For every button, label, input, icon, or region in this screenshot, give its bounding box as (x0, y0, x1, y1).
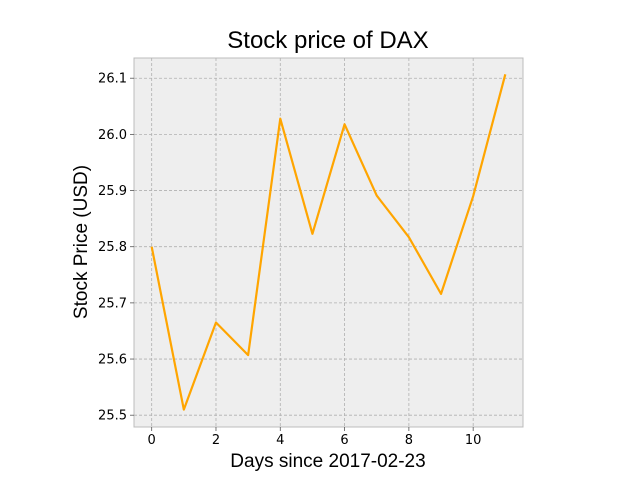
series (150, 74, 507, 411)
y-tick-label: 25.8 (98, 240, 127, 255)
y-tick-label: 25.6 (98, 353, 127, 368)
x-tick-label: 6 (340, 433, 348, 448)
x-tick-label: 0 (148, 433, 156, 448)
x-axis-label: Days since 2017-02-23 (230, 451, 425, 472)
axis-ticks: 0 2 4 6 8 10 25.5 25.6 25.7 25.8 25.9 26.0 26.1 (98, 72, 481, 448)
y-tick-label: 26.1 (98, 72, 127, 87)
y-axis-label: Stock Price (USD) (71, 165, 92, 319)
series-line (150, 74, 507, 411)
x-tick-label: 2 (212, 433, 220, 448)
y-tick-label: 25.7 (98, 296, 127, 311)
grid (134, 58, 523, 427)
y-tick-label: 26.0 (98, 128, 127, 143)
x-tick-label: 10 (465, 433, 482, 448)
x-tick-label: 8 (405, 433, 413, 448)
chart-title: Stock price of DAX (227, 27, 428, 54)
y-tick-label: 25.9 (98, 184, 127, 199)
x-tick-label: 4 (276, 433, 284, 448)
plot-area (133, 57, 524, 428)
y-tick-label: 25.5 (98, 409, 127, 424)
